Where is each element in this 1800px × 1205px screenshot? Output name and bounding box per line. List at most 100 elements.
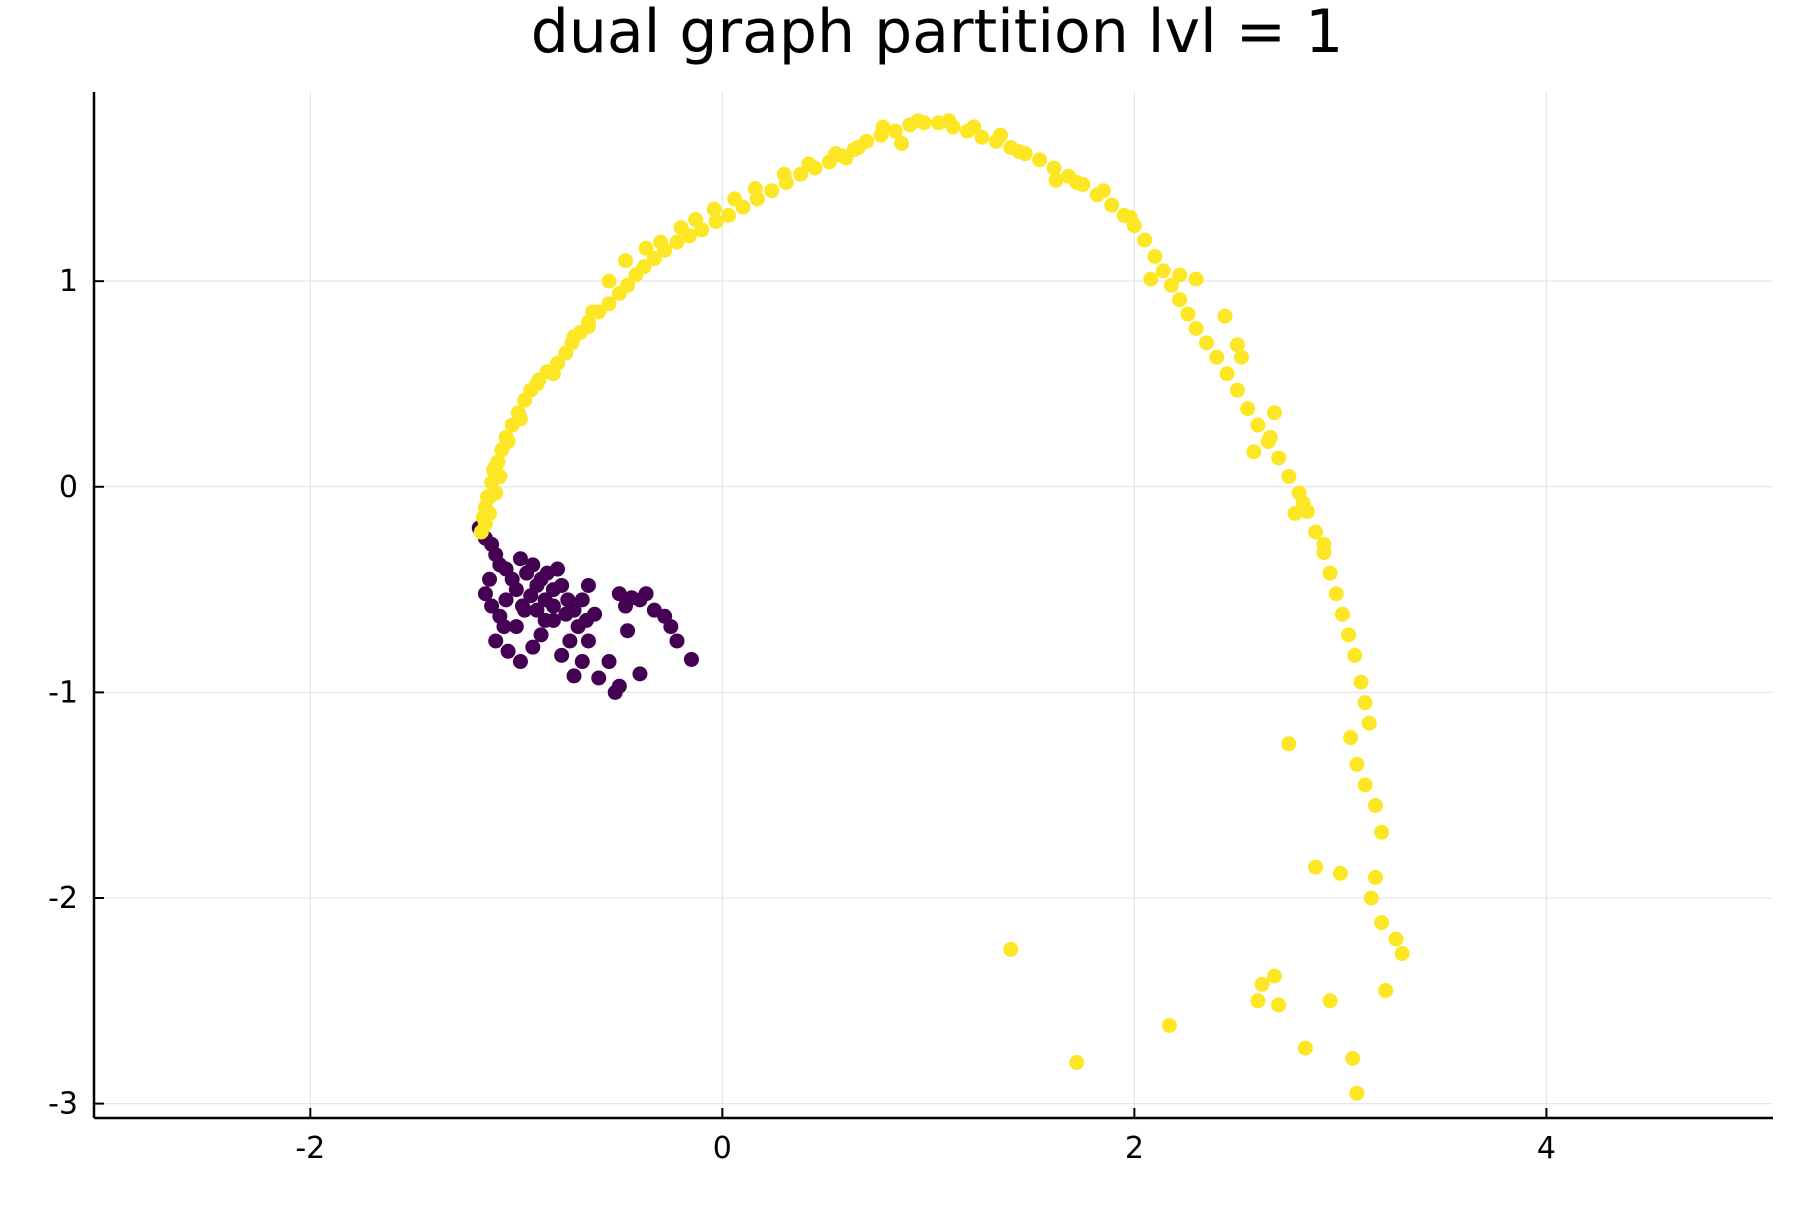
scatter-point <box>793 166 809 182</box>
scatter-point <box>1011 144 1027 160</box>
scatter-point <box>585 304 601 320</box>
x-tick-label: 4 <box>1537 1131 1556 1166</box>
y-tick-label: -1 <box>48 675 78 710</box>
scatter-point <box>1374 824 1390 840</box>
scatter-point <box>533 627 549 643</box>
scatter-point <box>1046 160 1062 176</box>
scatter-point <box>591 670 607 686</box>
scatter-point <box>669 633 685 649</box>
scatter-point <box>727 191 743 207</box>
scatter-point <box>508 619 524 635</box>
scatter-point <box>1246 444 1262 460</box>
scatter-point <box>498 592 514 608</box>
chart-title: dual graph partition lvl = 1 <box>531 0 1344 67</box>
scatter-point <box>1262 429 1278 445</box>
scatter-point <box>1297 1040 1313 1056</box>
scatter-point <box>525 639 541 655</box>
scatter-point <box>1266 968 1282 984</box>
scatter-point <box>558 606 574 622</box>
scatter-point <box>1163 277 1179 293</box>
scatter-point <box>482 571 498 587</box>
scatter-point <box>1363 890 1379 906</box>
scatter-point <box>875 119 891 135</box>
scatter-point <box>941 113 957 129</box>
scatter-point <box>653 234 669 250</box>
scatter-point <box>492 468 508 484</box>
scatter-point <box>801 156 817 172</box>
scatter-point <box>1343 730 1359 746</box>
scatter-point <box>1271 997 1287 1013</box>
scatter-point <box>1322 993 1338 1009</box>
scatter-point <box>1349 756 1365 772</box>
scatter-point <box>1172 292 1188 308</box>
scatter-point <box>1266 405 1282 421</box>
scatter-point <box>1295 495 1311 511</box>
scatter-point <box>529 602 545 618</box>
scatter-point <box>1250 993 1266 1009</box>
scatter-point <box>601 273 617 289</box>
scatter-point <box>776 166 792 182</box>
scatter-point <box>1229 382 1245 398</box>
scatter-point <box>1322 565 1338 581</box>
scatter-point <box>887 123 903 139</box>
scatter-point <box>508 582 524 598</box>
scatter-point <box>1155 263 1171 279</box>
scatter-point <box>1341 627 1357 643</box>
scatter-point <box>578 612 594 628</box>
scatter-point <box>1347 647 1363 663</box>
scatter-point <box>512 551 528 567</box>
scatter-point <box>646 251 662 267</box>
scatter-point <box>1233 349 1249 365</box>
scatter-point <box>1229 337 1245 353</box>
x-tick-label: 0 <box>713 1131 732 1166</box>
scatter-point <box>529 376 545 392</box>
scatter-point <box>1188 271 1204 287</box>
scatter-point <box>1316 536 1332 552</box>
scatter-point <box>496 619 512 635</box>
scatter-point <box>663 619 679 635</box>
scatter-point <box>708 214 724 230</box>
scatter-point <box>632 666 648 682</box>
scatter-point <box>850 140 866 156</box>
scatter-point <box>525 557 541 573</box>
scatter-point <box>562 633 578 649</box>
x-tick-label: -2 <box>295 1131 325 1166</box>
scatter-point <box>620 277 636 293</box>
scatter-point <box>910 113 926 129</box>
scatter-point <box>1137 232 1153 248</box>
scatter-point <box>683 651 699 667</box>
scatter-point <box>611 586 627 602</box>
scatter-point <box>618 253 634 269</box>
scatter-point <box>1161 1017 1177 1033</box>
scatter-point <box>992 127 1008 143</box>
scatter-point <box>1095 183 1111 199</box>
y-tick-label: 0 <box>59 470 78 505</box>
y-tick-label: -3 <box>48 1087 78 1122</box>
scatter-point <box>580 318 596 334</box>
scatter-point <box>1357 695 1373 711</box>
scatter-point <box>607 684 623 700</box>
scatter-point <box>1328 586 1344 602</box>
scatter-point <box>1069 1054 1085 1070</box>
scatter-point <box>1394 946 1410 962</box>
scatter-point <box>574 592 590 608</box>
scatter-point <box>688 211 704 227</box>
scatter-point <box>669 234 685 250</box>
scatter-point <box>764 183 780 199</box>
scatter-point <box>636 259 652 275</box>
scatter-point <box>1048 172 1064 188</box>
scatter-point <box>1180 306 1196 322</box>
scatter-point <box>580 577 596 593</box>
scatter-point <box>638 240 654 256</box>
scatter-point <box>554 577 570 593</box>
scatter-point <box>1353 674 1369 690</box>
scatter-point <box>517 602 533 618</box>
scatter-point <box>974 129 990 145</box>
scatter-point <box>545 366 561 382</box>
axes <box>92 92 1773 1120</box>
scatter-point <box>1122 209 1138 225</box>
scatter-point <box>1332 865 1348 881</box>
scatter-point <box>1308 524 1324 540</box>
scatter-point <box>484 598 500 614</box>
